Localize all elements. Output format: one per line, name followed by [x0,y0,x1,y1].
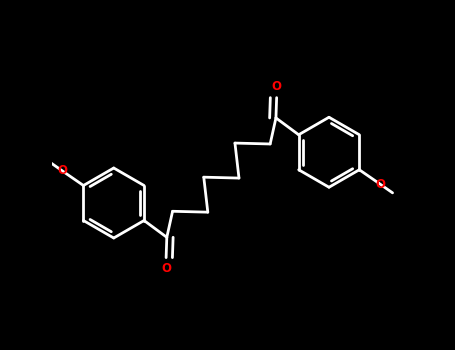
Text: O: O [57,164,67,177]
Text: O: O [272,80,282,93]
Text: O: O [161,262,171,275]
Text: O: O [375,178,385,191]
